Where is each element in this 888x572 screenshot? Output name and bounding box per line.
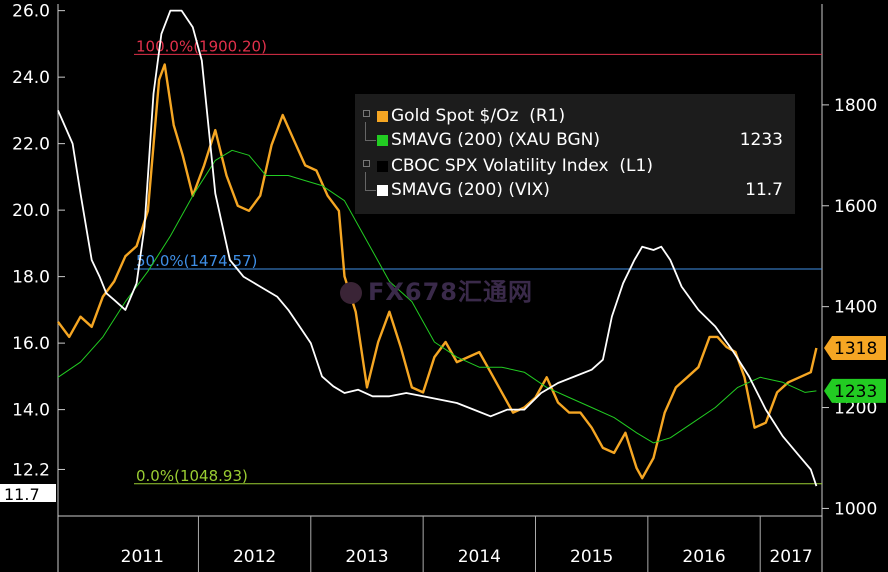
legend-label: SMAVG (200) (XAU BGN) xyxy=(391,130,600,150)
right-tick-label: 1000 xyxy=(834,499,877,519)
watermark-logo-icon xyxy=(340,282,362,304)
last-value-tag xyxy=(824,336,886,361)
right-tick-label: 1800 xyxy=(834,96,877,116)
watermark-text: FX678 xyxy=(368,278,458,306)
legend-swatch-green xyxy=(377,135,388,146)
x-tick-label: 2015 xyxy=(570,547,613,567)
gold-spot-line xyxy=(57,63,818,480)
legend-swatch-white xyxy=(377,185,388,196)
x-tick-label: 2016 xyxy=(682,547,725,567)
legend-value: 11.7 xyxy=(745,180,783,200)
legend-label: CBOC SPX Volatility Index (L1) xyxy=(391,156,653,176)
legend-item-vix: CBOC SPX Volatility Index (L1) xyxy=(355,156,795,180)
last-value-tag xyxy=(0,484,56,502)
x-tick-label: 2017 xyxy=(769,547,812,567)
right-tick-label: 1200 xyxy=(834,399,877,419)
legend-tree-box-icon xyxy=(363,160,370,167)
last-value-tag-text: 1318 xyxy=(834,339,877,359)
legend-label: Gold Spot $/Oz (R1) xyxy=(391,106,566,126)
vix-line xyxy=(57,9,818,487)
x-tick-label: 2012 xyxy=(233,547,276,567)
right-tick-label: 1400 xyxy=(834,298,877,318)
last-value-tag-text: 11.7 xyxy=(4,485,40,504)
left-tick-label: 12.2 xyxy=(12,460,50,480)
chart-legend: Gold Spot $/Oz (R1) SMAVG (200) (XAU BGN… xyxy=(355,94,795,214)
legend-item-gold-smavg: SMAVG (200) (XAU BGN) 1233 xyxy=(355,122,795,154)
left-tick-label: 18.0 xyxy=(12,268,50,288)
legend-swatch-black xyxy=(377,161,388,172)
legend-label: SMAVG (200) (VIX) xyxy=(391,180,550,200)
legend-item-gold-spot: Gold Spot $/Oz (R1) xyxy=(355,106,795,130)
watermark: FX678汇通网 xyxy=(340,272,533,307)
legend-tree-connector-icon xyxy=(365,122,376,141)
left-tick-label: 24.0 xyxy=(12,68,50,88)
last-value-tag-text: 1233 xyxy=(834,382,877,402)
legend-value: 1233 xyxy=(739,130,783,150)
legend-item-vix-smavg: SMAVG (200) (VIX) 11.7 xyxy=(355,172,795,204)
left-tick-label: 22.0 xyxy=(12,135,50,155)
left-tick-label: 26.0 xyxy=(12,2,50,22)
left-tick-label: 14.0 xyxy=(12,401,50,421)
fib-level-label: 50.0%(1474.57) xyxy=(136,252,257,270)
watermark-suffix: 汇通网 xyxy=(458,278,533,306)
x-tick-label: 2014 xyxy=(458,547,501,567)
last-value-tag xyxy=(824,378,886,403)
fib-level-label: 0.0%(1048.93) xyxy=(136,467,248,485)
legend-tree-box-icon xyxy=(363,110,370,117)
left-tick-label: 20.0 xyxy=(12,201,50,221)
x-tick-label: 2011 xyxy=(121,547,164,567)
fib-level-label: 100.0%(1900.20) xyxy=(136,37,267,55)
x-tick-label: 2013 xyxy=(345,547,388,567)
legend-tree-connector-icon xyxy=(365,172,376,191)
gold-smavg-line xyxy=(57,149,817,444)
left-tick-label: 16.0 xyxy=(12,334,50,354)
right-tick-label: 1600 xyxy=(834,197,877,217)
legend-swatch-gold xyxy=(377,111,388,122)
